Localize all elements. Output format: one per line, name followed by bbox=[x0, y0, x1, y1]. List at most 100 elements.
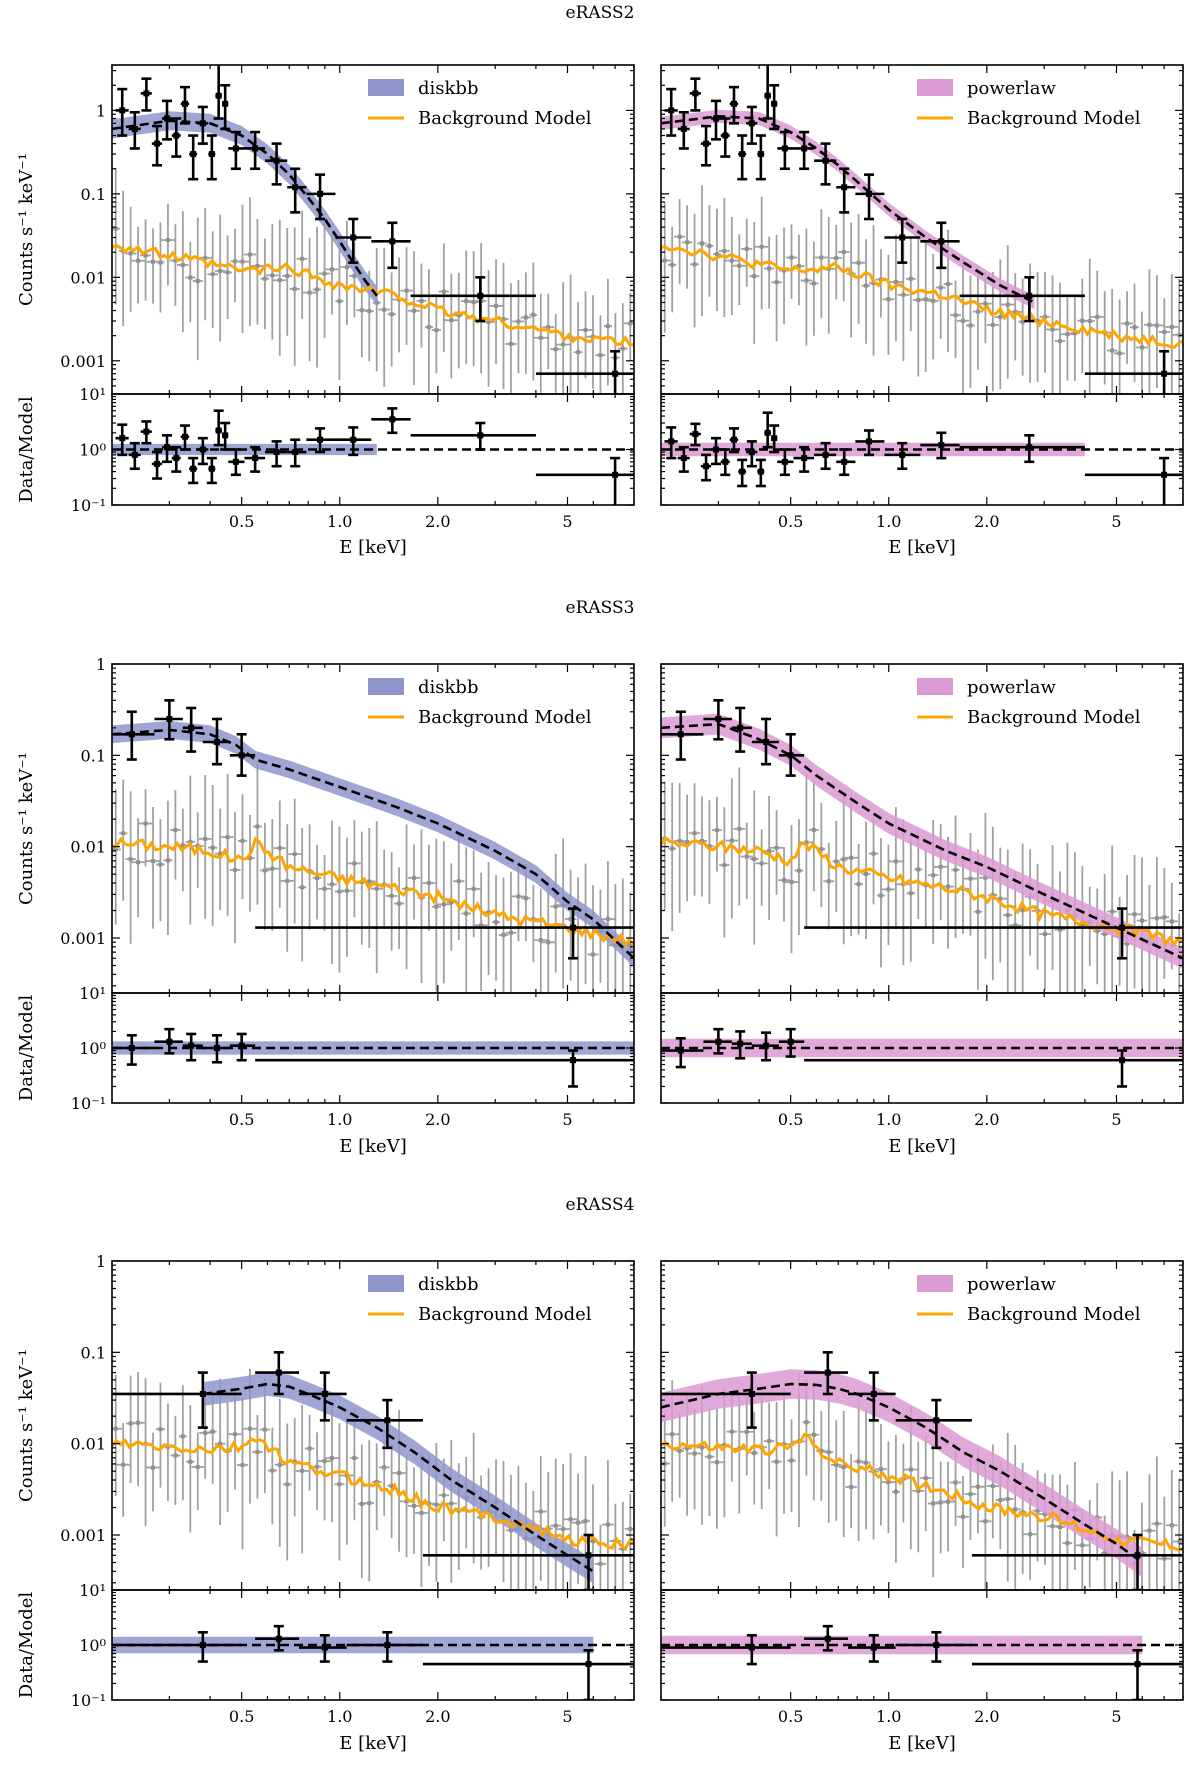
background-data-marker bbox=[337, 889, 342, 894]
background-data-marker bbox=[1147, 322, 1152, 327]
y-tick-label: 0.001 bbox=[60, 1526, 106, 1545]
background-data-marker bbox=[590, 952, 595, 957]
background-data-marker bbox=[620, 346, 625, 351]
background-data-marker bbox=[218, 851, 223, 856]
background-data-marker bbox=[173, 1453, 178, 1458]
source-data-marker bbox=[762, 738, 769, 745]
background-data-marker bbox=[508, 1528, 513, 1533]
background-data-marker bbox=[908, 891, 913, 896]
background-data-marker bbox=[523, 315, 528, 320]
background-data-marker bbox=[441, 289, 446, 294]
background-data-marker bbox=[864, 1460, 869, 1465]
ratio-data-marker bbox=[154, 460, 161, 467]
background-data-marker bbox=[158, 260, 163, 265]
y-tick-label: 1 bbox=[96, 655, 106, 674]
background-data-marker bbox=[975, 1484, 980, 1489]
y-tick-label: 0.1 bbox=[81, 185, 106, 204]
x-tick-label: 5 bbox=[1111, 512, 1121, 531]
background-data-marker bbox=[931, 298, 936, 303]
powerlaw-confidence-band bbox=[661, 109, 1035, 310]
ratio-data-marker bbox=[128, 1045, 135, 1051]
source-data-marker bbox=[215, 92, 222, 99]
source-data-marker bbox=[764, 92, 771, 99]
x-tick-label: 5 bbox=[562, 1110, 572, 1129]
background-data-marker bbox=[946, 1499, 951, 1504]
x-tick-label: 1.0 bbox=[876, 1110, 901, 1129]
ratio-data-marker bbox=[389, 416, 396, 423]
background-data-marker bbox=[834, 1462, 839, 1467]
background-data-marker bbox=[397, 1470, 402, 1475]
ratio-data-marker bbox=[213, 1045, 220, 1051]
source-data-marker bbox=[870, 1390, 877, 1397]
background-data-marker bbox=[456, 879, 461, 884]
legend-background-label: Background Model bbox=[418, 1304, 592, 1325]
background-data-marker bbox=[165, 858, 170, 863]
background-data-marker bbox=[247, 855, 252, 860]
ratio-y-tick-label: 10¹ bbox=[79, 984, 106, 1003]
background-data-marker bbox=[389, 312, 394, 317]
legend-model-label: diskbb bbox=[418, 677, 478, 698]
background-data-marker bbox=[1080, 318, 1085, 323]
source-data-marker bbox=[801, 145, 808, 152]
powerlaw-model-line bbox=[661, 722, 1183, 960]
background-data-marker bbox=[561, 1527, 566, 1532]
background-data-marker bbox=[931, 1501, 936, 1506]
background-data-marker bbox=[1035, 318, 1040, 323]
background-data-marker bbox=[864, 871, 869, 876]
background-data-marker bbox=[255, 824, 260, 829]
background-data-marker bbox=[195, 1464, 200, 1469]
background-data-marker bbox=[605, 917, 610, 922]
background-data-marker bbox=[173, 827, 178, 832]
source-data-marker bbox=[748, 120, 755, 127]
x-tick-label: 2.0 bbox=[425, 1110, 450, 1129]
background-data-marker bbox=[677, 234, 682, 239]
background-data-marker bbox=[538, 938, 543, 943]
background-data-marker bbox=[1110, 348, 1115, 353]
background-data-marker bbox=[419, 298, 424, 303]
background-data-marker bbox=[961, 1514, 966, 1519]
background-data-marker bbox=[811, 827, 816, 832]
background-data-marker bbox=[886, 297, 891, 302]
x-tick-label: 2.0 bbox=[974, 1110, 999, 1129]
row-title: eRASS4 bbox=[566, 1195, 635, 1215]
background-data-marker bbox=[737, 826, 742, 831]
background-data-marker bbox=[1072, 331, 1077, 336]
ratio-plot-area bbox=[112, 1624, 634, 1700]
background-data-marker bbox=[233, 868, 238, 873]
ratio-y-axis-label: Data/Model bbox=[16, 995, 37, 1102]
background-data-marker bbox=[968, 323, 973, 328]
ratio-data-marker bbox=[477, 432, 484, 439]
background-data-marker bbox=[270, 273, 275, 278]
background-data-marker bbox=[262, 1427, 267, 1432]
background-data-marker bbox=[620, 1546, 625, 1551]
background-data-marker bbox=[486, 910, 491, 915]
background-data-marker bbox=[449, 900, 454, 905]
background-data-marker bbox=[998, 315, 1003, 320]
background-data-marker bbox=[307, 290, 312, 295]
background-data-marker bbox=[113, 226, 118, 231]
background-data-marker bbox=[329, 267, 334, 272]
ratio-data-marker bbox=[1026, 444, 1033, 451]
background-data-marker bbox=[1139, 918, 1144, 923]
background-data-marker bbox=[449, 318, 454, 323]
background-data-marker bbox=[479, 923, 484, 928]
legend-background-label: Background Model bbox=[418, 108, 592, 129]
y-axis-label: Counts s⁻¹ keV⁻¹ bbox=[16, 153, 37, 306]
background-data-marker bbox=[359, 308, 364, 313]
ratio-plot-area bbox=[112, 407, 634, 505]
source-data-marker bbox=[841, 184, 848, 191]
source-data-marker bbox=[712, 115, 719, 122]
ratio-plot-area bbox=[112, 1027, 634, 1088]
source-data-marker bbox=[737, 724, 744, 731]
background-data-marker bbox=[878, 893, 883, 898]
background-data-marker bbox=[598, 353, 603, 358]
background-data-marker bbox=[240, 838, 245, 843]
background-data-marker bbox=[767, 849, 772, 854]
background-data-marker bbox=[1177, 1539, 1182, 1544]
background-data-marker bbox=[916, 1488, 921, 1493]
background-data-marker bbox=[729, 258, 734, 263]
main-plot-area bbox=[112, 1351, 634, 1590]
ratio-data-marker bbox=[199, 446, 206, 453]
background-data-marker bbox=[270, 866, 275, 871]
background-data-marker bbox=[523, 896, 528, 901]
